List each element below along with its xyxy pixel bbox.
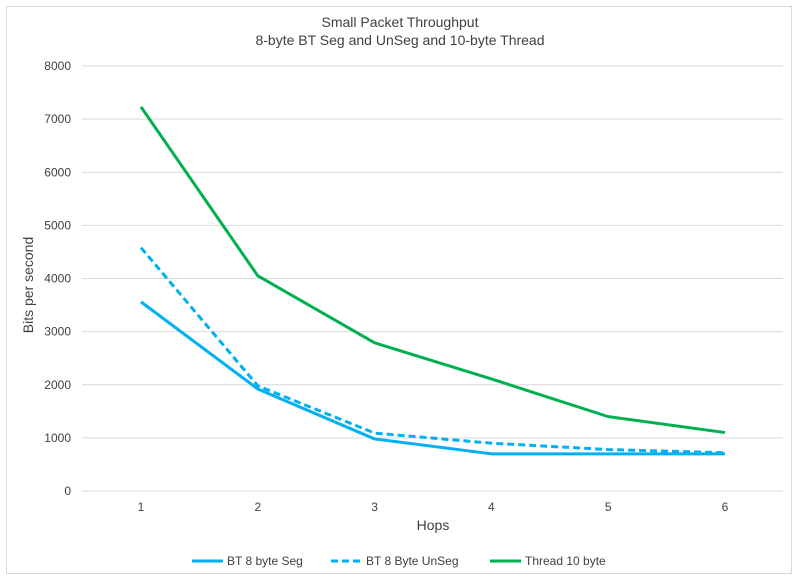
series-line-0: [140, 300, 725, 456]
legend-label: Thread 10 byte: [525, 554, 606, 568]
series-line-2: [139, 106, 726, 435]
x-axis-ticks: 1 2 3 4 5 6: [138, 500, 729, 514]
chart-title: Small Packet Throughput: [322, 14, 479, 30]
y-tick-label: 7000: [44, 112, 71, 126]
y-tick-label: 0: [64, 484, 71, 498]
x-tick-label: 4: [488, 500, 495, 514]
x-tick-label: 5: [605, 500, 612, 514]
legend-label: BT 8 Byte UnSeg: [366, 554, 459, 568]
x-tick-label: 6: [722, 500, 729, 514]
y-tick-label: 5000: [44, 218, 71, 232]
y-tick-label: 6000: [44, 165, 71, 179]
y-axis-label: Bits per second: [20, 237, 36, 334]
y-tick-label: 3000: [44, 325, 71, 339]
y-tick-label: 8000: [44, 59, 71, 73]
chart-frame: [6, 6, 792, 574]
legend: BT 8 byte Seg BT 8 Byte UnSeg Thread 10 by…: [192, 554, 606, 568]
chart-subtitle: 8-byte BT Seg and UnSeg and 10-byte Thre…: [255, 32, 544, 48]
legend-label: BT 8 byte Seg: [227, 554, 303, 568]
y-axis-ticks: 0 1000 2000 3000 4000 5000 6000 7000 8000: [44, 59, 71, 498]
y-tick-label: 1000: [44, 431, 71, 445]
gridlines: [82, 65, 783, 492]
y-tick-label: 2000: [44, 378, 71, 392]
series-lines: [139, 106, 726, 456]
y-tick-label: 4000: [44, 272, 71, 286]
x-axis-label: Hops: [417, 517, 450, 533]
x-tick-label: 1: [138, 500, 145, 514]
series-line-1: [139, 246, 726, 455]
x-tick-label: 2: [254, 500, 261, 514]
x-tick-label: 3: [371, 500, 378, 514]
